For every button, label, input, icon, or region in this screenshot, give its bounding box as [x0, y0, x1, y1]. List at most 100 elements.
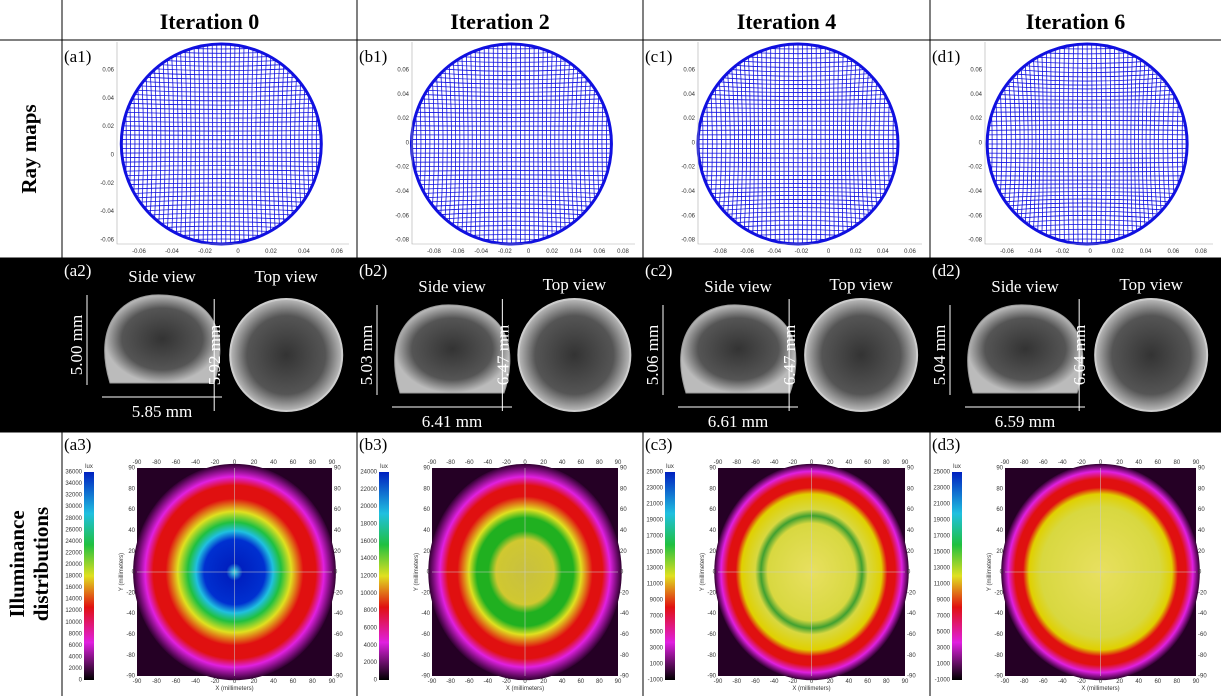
x-tick-label: -20 — [1077, 679, 1086, 685]
x-tick-label: 60 — [290, 679, 297, 685]
y-tick-label: 90 — [907, 466, 914, 472]
colorbar-tick-label: 2000 — [69, 666, 83, 672]
x-tick-label: 40 — [270, 460, 277, 466]
colorbar-tick-label: 6000 — [69, 643, 83, 649]
colorbar-tick-label: 3000 — [650, 646, 664, 652]
panel-label: (a1) — [64, 47, 91, 66]
row-label: Lens profiles — [17, 287, 41, 403]
x-tick-label: -20 — [502, 460, 511, 466]
colorbar-tick-label: 8000 — [364, 608, 378, 614]
colorbar-unit: lux — [666, 464, 674, 470]
y-tick-label: -80 — [907, 653, 916, 659]
y-tick-label: 80 — [620, 486, 627, 492]
y-axis-label: Y (millimeters) — [414, 553, 420, 591]
column-title: Iteration 6 — [1026, 9, 1126, 34]
x-axis-label: X (millimeters) — [506, 686, 544, 692]
y-tick-label: -0.04 — [100, 209, 114, 215]
x-tick-label: 0.06 — [594, 249, 606, 255]
y-tick-label: -80 — [1198, 653, 1207, 659]
panel-label: (b1) — [359, 47, 387, 66]
x-tick-label: -0.06 — [451, 249, 465, 255]
x-tick-label: -40 — [770, 679, 779, 685]
colorbar-tick-label: 12000 — [360, 574, 377, 580]
y-tick-label: 80 — [423, 486, 430, 492]
x-tick-label: 20 — [540, 679, 547, 685]
y-tick-label: 90 — [423, 466, 430, 472]
side-view-label: Side view — [418, 277, 486, 296]
y-tick-label: 60 — [907, 507, 914, 513]
y-tick-label: -0.08 — [681, 238, 695, 244]
y-tick-label: 60 — [128, 507, 135, 513]
x-tick-label: 20 — [1116, 460, 1123, 466]
row-label: distributions — [29, 507, 53, 621]
x-tick-label: -60 — [1039, 460, 1048, 466]
y-tick-label: 0.02 — [970, 116, 982, 122]
x-tick-label: 20 — [827, 460, 834, 466]
width-dimension: 6.59 mm — [995, 412, 1055, 431]
y-tick-label: 60 — [1198, 507, 1205, 513]
y-tick-label: -40 — [421, 611, 430, 617]
y-tick-label: 90 — [996, 466, 1003, 472]
y-tick-label: 80 — [709, 486, 716, 492]
y-tick-label: 80 — [1198, 486, 1205, 492]
colorbar-tick-label: 9000 — [650, 598, 664, 604]
x-tick-label: -20 — [1077, 460, 1086, 466]
colorbar — [665, 472, 675, 680]
y-tick-label: -60 — [907, 632, 916, 638]
y-tick-label: -0.02 — [968, 165, 982, 171]
colorbar-unit: lux — [953, 464, 961, 470]
x-tick-label: -40 — [483, 679, 492, 685]
x-tick-label: -60 — [172, 679, 181, 685]
x-tick-label: 0.06 — [331, 249, 343, 255]
colorbar-tick-label: 13000 — [933, 566, 950, 572]
colorbar-tick-label: 0 — [374, 678, 378, 684]
y-tick-label: -80 — [126, 653, 135, 659]
colorbar-tick-label: 0 — [79, 678, 83, 684]
width-dimension: 5.85 mm — [132, 402, 192, 421]
y-tick-label: -0.06 — [968, 213, 982, 219]
y-tick-label: 80 — [907, 486, 914, 492]
y-tick-label: -80 — [994, 653, 1003, 659]
top-view-label: Top view — [543, 275, 607, 294]
x-tick-label: 0.02 — [850, 249, 862, 255]
panel-label: (b2) — [359, 261, 387, 280]
y-tick-label: -40 — [334, 611, 343, 617]
panel-label: (d3) — [932, 435, 960, 454]
x-tick-label: -0.04 — [165, 249, 179, 255]
panel-label: (d2) — [932, 261, 960, 280]
colorbar-tick-label: 23000 — [933, 486, 950, 492]
colorbar-tick-label: 16000 — [360, 539, 377, 545]
y-tick-label: 90 — [128, 466, 135, 472]
colorbar-tick-label: 28000 — [65, 516, 82, 522]
colorbar-tick-label: 9000 — [937, 598, 951, 604]
side-lens — [968, 305, 1083, 393]
y-tick-label: 40 — [128, 528, 135, 534]
x-tick-label: -0.06 — [1000, 249, 1014, 255]
x-tick-label: 90 — [615, 679, 622, 685]
x-tick-label: -0.06 — [740, 249, 754, 255]
y-tick-label: 20 — [620, 549, 627, 555]
y-tick-label: -90 — [1198, 674, 1207, 680]
side-view-label: Side view — [704, 277, 772, 296]
y-tick-label: -20 — [994, 590, 1003, 596]
y-tick-label: 40 — [620, 528, 627, 534]
x-tick-label: 80 — [309, 679, 316, 685]
x-tick-label: -80 — [1020, 679, 1029, 685]
x-tick-label: -60 — [751, 460, 760, 466]
y-tick-label: -40 — [707, 611, 716, 617]
colorbar-tick-label: 26000 — [65, 527, 82, 533]
y-tick-label: 40 — [709, 528, 716, 534]
x-tick-label: 90 — [329, 679, 336, 685]
y-tick-label: 0.02 — [683, 116, 695, 122]
y-tick-label: 0 — [620, 570, 624, 576]
x-tick-label: -40 — [191, 679, 200, 685]
colorbar-tick-label: 24000 — [360, 470, 377, 476]
x-tick-label: 0.04 — [298, 249, 310, 255]
colorbar-tick-label: 21000 — [646, 502, 663, 508]
y-tick-label: 80 — [128, 486, 135, 492]
x-tick-label: 40 — [1135, 460, 1142, 466]
colorbar-tick-label: 18000 — [360, 522, 377, 528]
x-tick-label: -40 — [1058, 679, 1067, 685]
x-tick-label: 20 — [540, 460, 547, 466]
y-tick-label: -60 — [334, 632, 343, 638]
